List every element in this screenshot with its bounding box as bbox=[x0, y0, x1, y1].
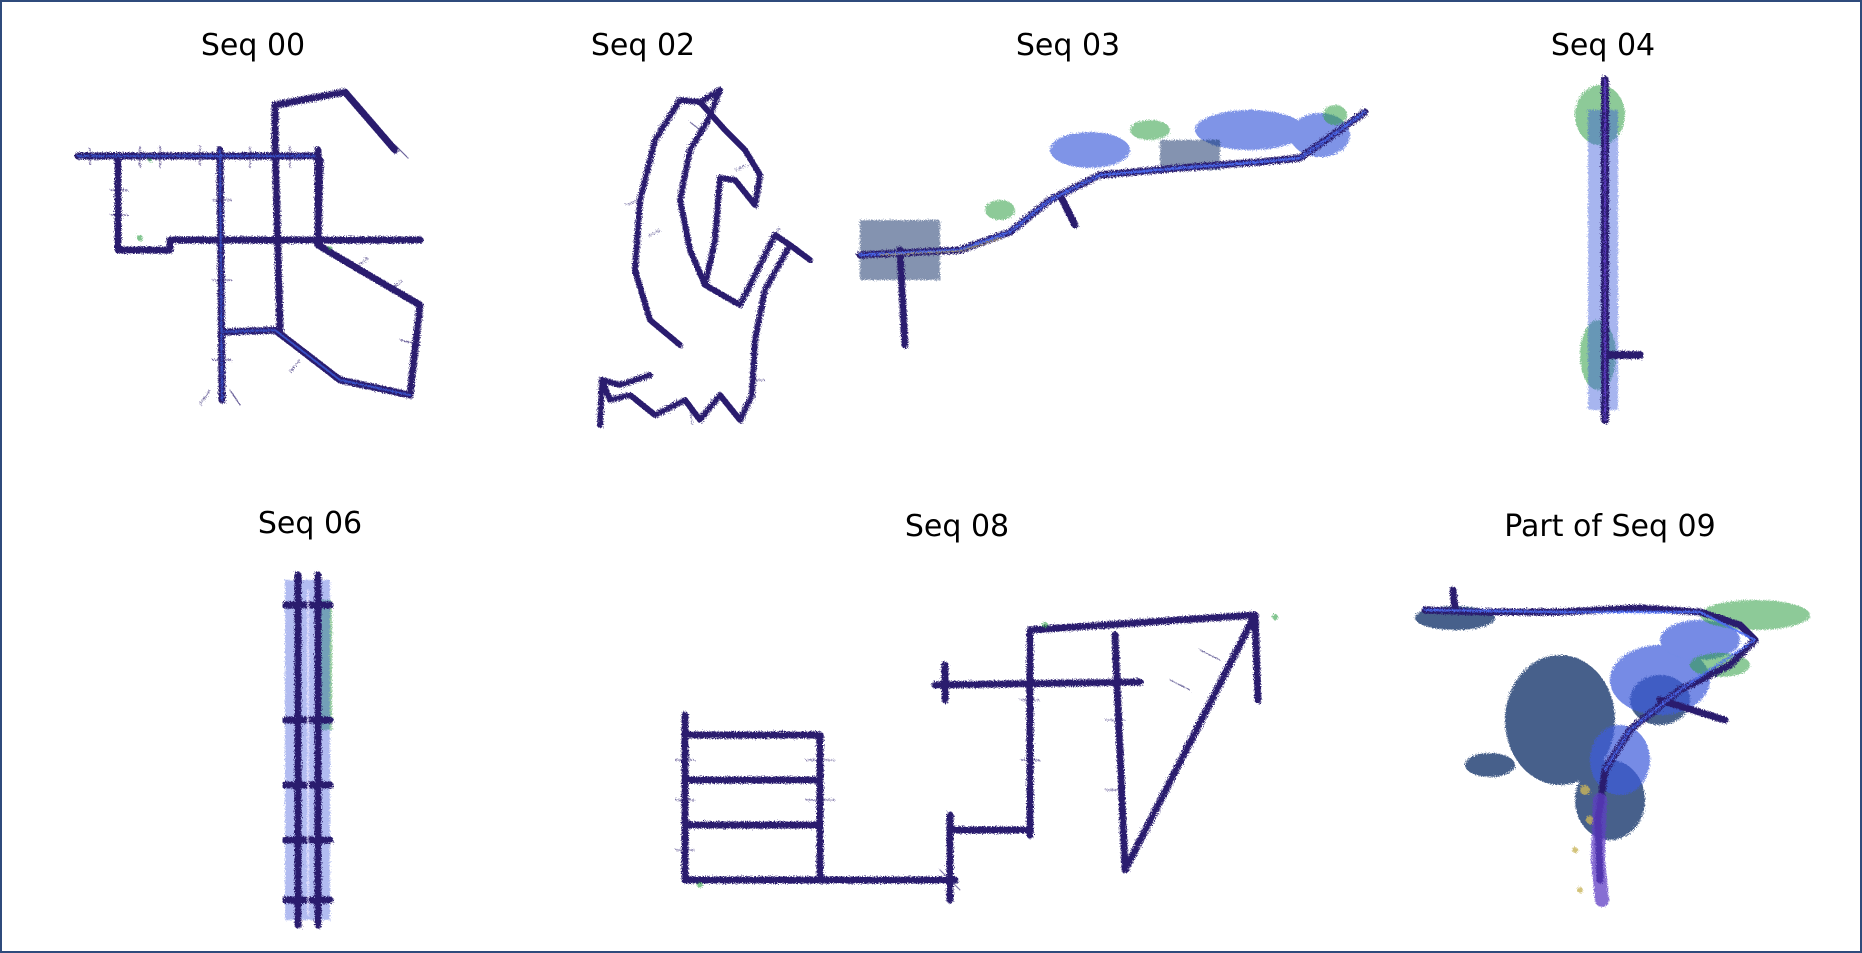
panel-title-seq02: Seq 02 bbox=[590, 28, 696, 63]
panel-title-seq00: Seq 00 bbox=[200, 28, 306, 63]
map-seq00 bbox=[74, 88, 424, 406]
map-seq03 bbox=[856, 105, 1369, 349]
map-seq09 bbox=[1415, 586, 1810, 907]
panel-title-seq04: Seq 04 bbox=[1550, 28, 1656, 63]
map-seq08 bbox=[675, 611, 1278, 904]
map-seq06 bbox=[281, 571, 334, 929]
panel-title-seq03: Seq 03 bbox=[1015, 28, 1121, 63]
panel-title-seq09: Part of Seq 09 bbox=[1504, 509, 1716, 544]
map-seq02 bbox=[597, 87, 813, 428]
panel-title-seq06: Seq 06 bbox=[257, 506, 363, 541]
panel-title-seq08: Seq 08 bbox=[904, 509, 1010, 544]
map-seq04 bbox=[1575, 76, 1644, 424]
